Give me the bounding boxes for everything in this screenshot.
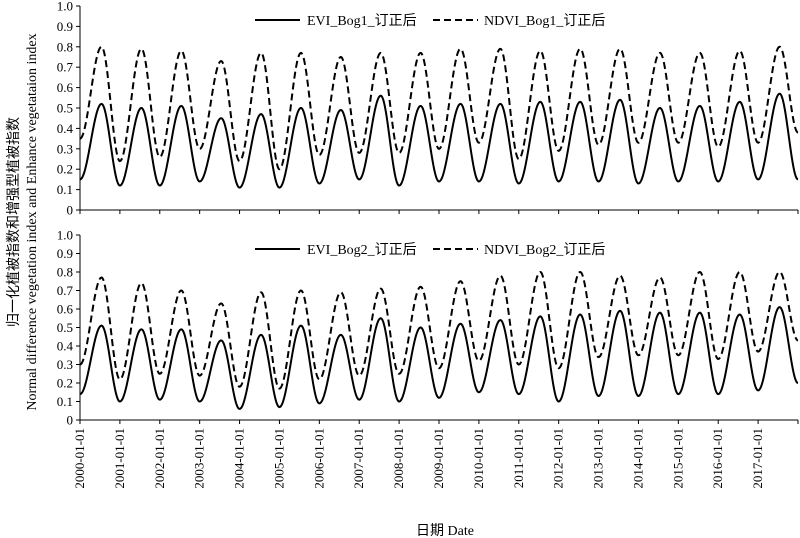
y-tick-label: 0 bbox=[67, 413, 74, 428]
y-tick-label: 0.3 bbox=[57, 141, 73, 156]
legend-label: EVI_Bog2_订正后 bbox=[307, 242, 417, 258]
x-tick-label: 2010-01-01 bbox=[471, 428, 486, 489]
y-tick-label: 0 bbox=[67, 203, 74, 218]
y-tick-label: 0.8 bbox=[57, 39, 73, 54]
legend-label: NDVI_Bog1_订正后 bbox=[484, 13, 605, 29]
x-tick-label: 2003-01-01 bbox=[192, 428, 207, 489]
y-tick-label: 0.5 bbox=[57, 101, 73, 116]
series-line-evi bbox=[79, 306, 799, 410]
y-tick-label: 1.0 bbox=[57, 0, 73, 14]
y-tick-label: 0.9 bbox=[57, 246, 73, 261]
x-tick-label: 2007-01-01 bbox=[351, 428, 366, 489]
series-line-ndvi bbox=[79, 270, 799, 390]
x-tick-label: 2016-01-01 bbox=[710, 428, 725, 489]
x-tick-label: 2014-01-01 bbox=[630, 428, 645, 489]
y-tick-label: 0.2 bbox=[57, 162, 73, 177]
x-tick-label: 2006-01-01 bbox=[311, 428, 326, 489]
x-tick-label: 2011-01-01 bbox=[511, 428, 526, 488]
x-tick-label: 2009-01-01 bbox=[431, 428, 446, 489]
y-tick-label: 0.3 bbox=[57, 357, 73, 372]
y-tick-label: 0.2 bbox=[57, 376, 73, 391]
series-line-evi bbox=[79, 92, 799, 189]
x-tick-label: 2002-01-01 bbox=[152, 428, 167, 489]
x-tick-label: 2000-01-01 bbox=[72, 428, 87, 489]
legend-label: EVI_Bog1_订正后 bbox=[307, 13, 417, 29]
y-tick-label: 1.0 bbox=[57, 228, 73, 243]
x-tick-label: 2005-01-01 bbox=[271, 428, 286, 489]
x-tick-label: 2013-01-01 bbox=[591, 428, 606, 489]
y-tick-label: 0.5 bbox=[57, 320, 73, 335]
x-tick-label: 2015-01-01 bbox=[670, 428, 685, 489]
y-axis-title-en: Normal difference vegetation index and E… bbox=[25, 33, 40, 410]
y-tick-label: 0.9 bbox=[57, 19, 73, 34]
x-tick-label: 2004-01-01 bbox=[232, 428, 247, 489]
y-tick-label: 0.6 bbox=[57, 80, 74, 95]
y-tick-label: 0.7 bbox=[57, 60, 74, 75]
legend-label: NDVI_Bog2_订正后 bbox=[484, 242, 605, 258]
y-axis-title-cn: 归一化植被指数和增强型植被指数 bbox=[5, 117, 22, 327]
y-tick-label: 0.1 bbox=[57, 394, 73, 409]
x-tick-label: 2017-01-01 bbox=[750, 428, 765, 489]
x-axis-title: 日期 Date bbox=[416, 523, 474, 538]
y-tick-label: 0.4 bbox=[57, 121, 74, 136]
x-tick-label: 2008-01-01 bbox=[391, 428, 406, 489]
x-tick-label: 2001-01-01 bbox=[112, 428, 127, 489]
x-tick-label: 2012-01-01 bbox=[551, 428, 566, 489]
series-line-ndvi bbox=[79, 45, 799, 171]
y-tick-label: 0.1 bbox=[57, 182, 73, 197]
y-tick-label: 0.6 bbox=[57, 302, 74, 317]
y-tick-label: 0.8 bbox=[57, 265, 73, 280]
y-tick-label: 0.4 bbox=[57, 339, 74, 354]
y-tick-label: 0.7 bbox=[57, 283, 74, 298]
